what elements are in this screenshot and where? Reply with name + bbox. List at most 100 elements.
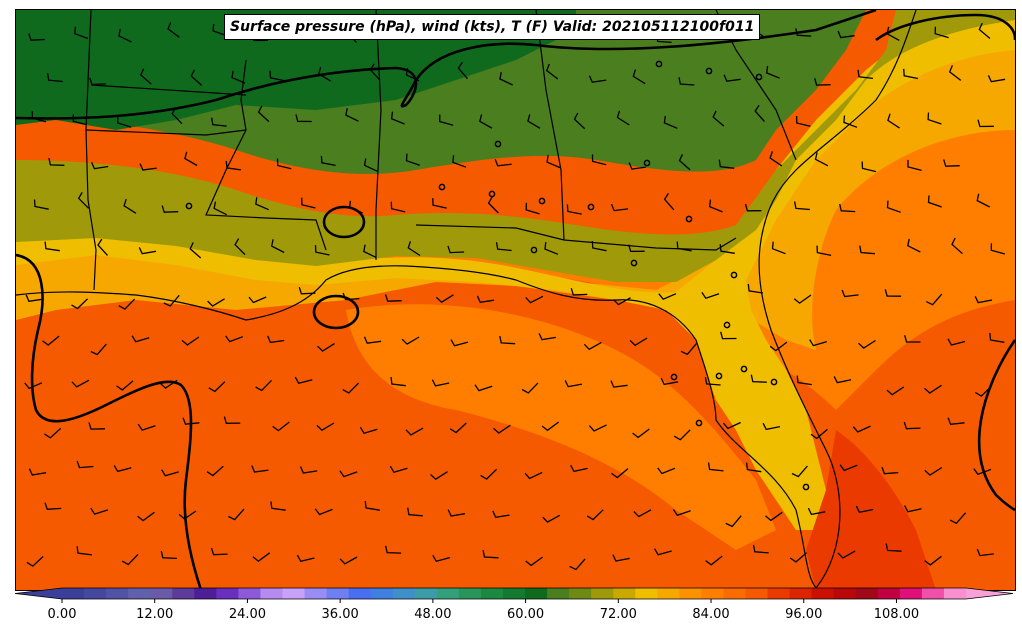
temperature-colorbar	[14, 587, 1014, 603]
wind-barb	[225, 160, 241, 171]
wind-barb	[487, 196, 499, 214]
wind-barb	[447, 245, 465, 254]
colorbar-segment	[767, 588, 791, 599]
colorbar-segment	[106, 588, 129, 599]
wind-barb	[680, 343, 697, 356]
wind-barb	[301, 197, 316, 209]
wind-barb	[439, 114, 454, 126]
wind-barb	[139, 68, 152, 85]
wind-barb	[658, 293, 677, 300]
wind-barb	[314, 508, 333, 516]
wind-barb	[121, 553, 139, 566]
wind-barb	[189, 242, 202, 259]
wind-barb	[457, 61, 468, 80]
calm-circle	[655, 60, 663, 68]
wind-barb	[206, 465, 224, 477]
wind-barb	[771, 241, 786, 255]
map-title: Surface pressure (hPa), wind (kts), T (F…	[224, 14, 761, 40]
wind-barb	[570, 464, 588, 473]
isobar-west	[16, 253, 203, 590]
field-light-orange	[16, 40, 1015, 350]
wind-barb	[295, 114, 312, 123]
wind-barb	[294, 376, 313, 385]
colorbar-segment	[877, 588, 901, 599]
wind-barb	[837, 550, 856, 559]
wind-barb	[907, 238, 921, 253]
wind-barb	[765, 511, 783, 522]
wind-barb	[588, 75, 607, 83]
colorbar-tick-label: 36.00	[321, 607, 359, 622]
colorbar-segment	[591, 588, 614, 599]
wind-barb	[833, 376, 852, 384]
wind-barb	[544, 242, 559, 255]
colorbar-segment	[833, 588, 857, 599]
wind-barb	[924, 466, 943, 476]
wind-barb	[161, 469, 179, 477]
isobar-northeast	[875, 13, 1015, 42]
wind-barb	[612, 554, 630, 562]
colorbar-segment	[899, 588, 923, 599]
wind-barb	[476, 295, 495, 304]
wind-barb	[886, 26, 900, 41]
colorbar-segment	[569, 588, 592, 599]
wind-barb	[44, 502, 62, 510]
wind-barb	[791, 465, 808, 478]
calm-circle	[695, 419, 703, 427]
colorbar-segment	[502, 588, 526, 599]
wind-barb	[257, 105, 270, 123]
wind-barb	[588, 424, 607, 432]
calm-circle	[715, 372, 723, 380]
wind-barb	[26, 556, 44, 567]
colorbar-tick-label: 96.00	[785, 607, 823, 622]
wind-barb	[171, 107, 183, 125]
wind-barb	[449, 422, 467, 434]
wind-barb	[837, 30, 855, 39]
wind-barb	[843, 115, 858, 128]
wind-barb	[88, 422, 106, 430]
wind-barb	[616, 110, 630, 126]
wind-barb	[44, 427, 62, 439]
wind-barb	[723, 74, 741, 82]
wind-barb	[31, 111, 47, 123]
wind-barb	[947, 338, 966, 346]
colorbar-tick-label: 0.00	[47, 607, 77, 622]
wind-barb	[252, 552, 271, 563]
wind-barb	[841, 289, 859, 298]
wind-barb	[74, 26, 89, 40]
colorbar-segment	[547, 588, 570, 599]
wind-barb	[71, 298, 89, 310]
calm-circle	[755, 73, 763, 81]
wind-barb	[160, 550, 177, 560]
wind-barb	[754, 104, 765, 123]
wind-barb	[926, 293, 943, 306]
wind-barb	[452, 155, 467, 168]
wind-barb	[234, 238, 246, 256]
colorbar-segment	[458, 588, 482, 599]
calm-circle	[802, 483, 810, 491]
colorbar-extend-low	[15, 588, 62, 599]
colorbar-segment	[62, 588, 85, 599]
wind-barb	[184, 151, 198, 167]
state-border-ar-tn	[90, 84, 247, 96]
wind-barb	[317, 67, 332, 82]
wind-barb	[762, 422, 781, 431]
wind-barb	[123, 198, 137, 214]
calm-circle	[494, 140, 502, 148]
wind-barb	[720, 331, 737, 340]
isobars	[16, 10, 1015, 590]
wind-barb	[296, 554, 315, 563]
wind-barb	[450, 339, 469, 347]
wind-barb	[390, 201, 406, 213]
wind-barb	[316, 422, 335, 432]
wind-barb	[769, 151, 783, 167]
wind-barb	[583, 341, 602, 351]
wind-barb	[251, 465, 269, 473]
wind-barb	[927, 112, 942, 125]
wind-barb	[117, 115, 132, 128]
wind-barb	[527, 114, 541, 129]
wind-barb	[886, 200, 901, 213]
wind-barb	[859, 245, 875, 255]
wind-barb	[573, 112, 586, 130]
state-border-ms-la	[205, 59, 327, 251]
colorbar-segment	[811, 588, 835, 599]
